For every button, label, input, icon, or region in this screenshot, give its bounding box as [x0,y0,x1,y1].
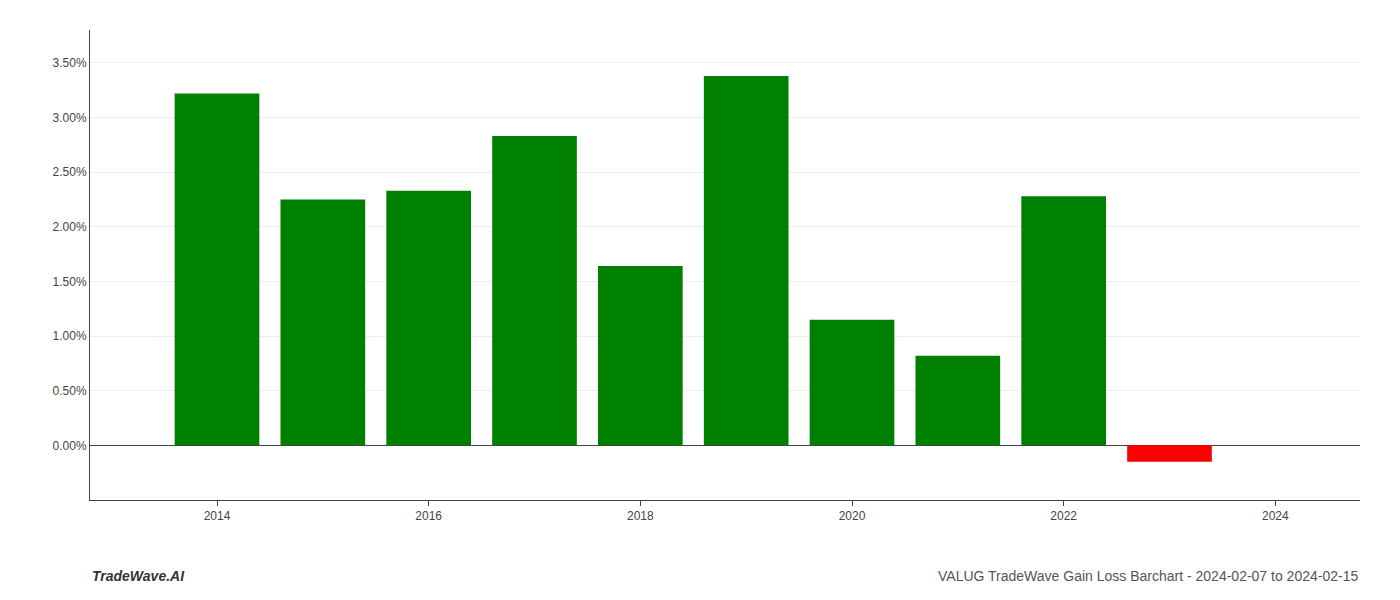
svg-text:2.00%: 2.00% [53,220,87,234]
svg-text:TradeWave.AI: TradeWave.AI [92,568,185,584]
svg-text:2020: 2020 [839,509,866,523]
svg-text:3.00%: 3.00% [53,111,87,125]
svg-text:2018: 2018 [627,509,654,523]
svg-text:3.50%: 3.50% [53,56,87,70]
svg-text:2016: 2016 [415,509,442,523]
svg-text:2024: 2024 [1262,509,1289,523]
svg-text:VALUG TradeWave Gain Loss Barc: VALUG TradeWave Gain Loss Barchart - 202… [938,568,1358,584]
svg-text:0.00%: 0.00% [53,439,87,453]
svg-text:1.50%: 1.50% [53,275,87,289]
svg-text:2.50%: 2.50% [53,165,87,179]
svg-text:0.50%: 0.50% [53,384,87,398]
svg-text:2022: 2022 [1050,509,1077,523]
svg-text:1.00%: 1.00% [53,329,87,343]
svg-text:2014: 2014 [204,509,231,523]
